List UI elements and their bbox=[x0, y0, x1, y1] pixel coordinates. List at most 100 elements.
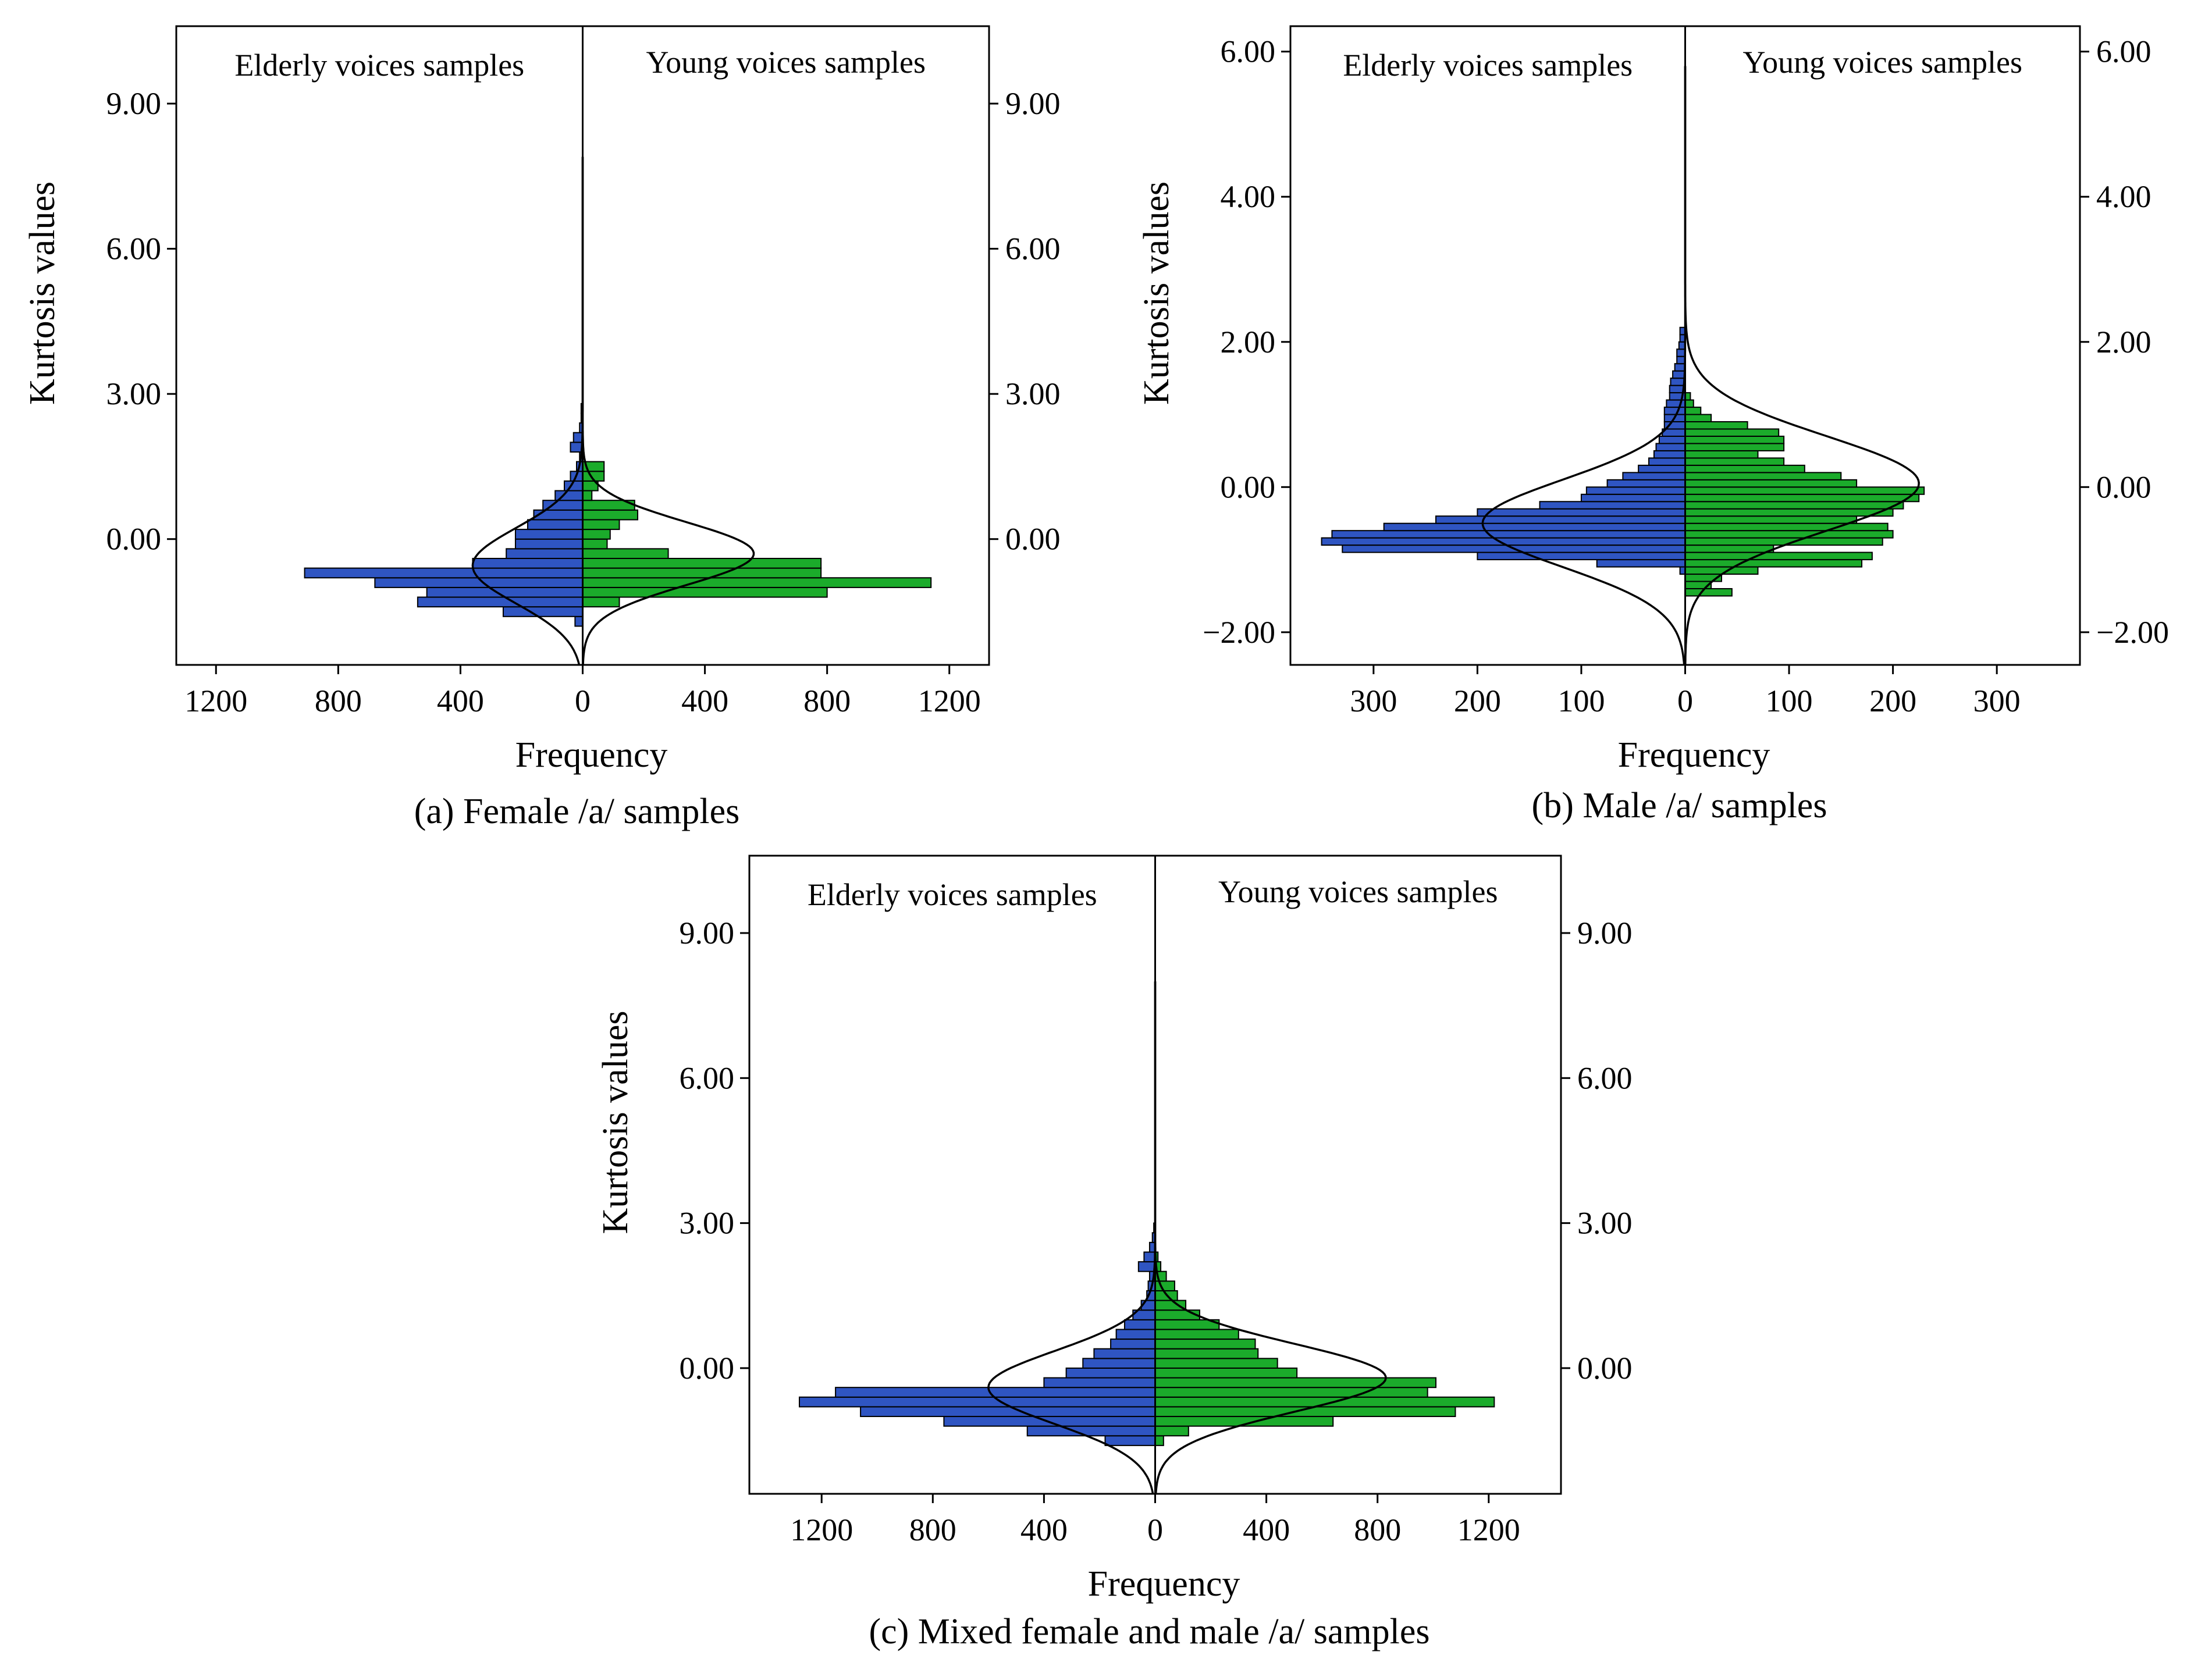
elderly-bar bbox=[1383, 522, 1686, 532]
young-bar bbox=[1684, 472, 1842, 480]
young-bar bbox=[1684, 428, 1780, 437]
y-tick-label-left: 0.00 bbox=[680, 1351, 735, 1386]
elderly-bar bbox=[1676, 355, 1686, 365]
elderly-bar bbox=[1123, 1319, 1156, 1330]
elderly-bar bbox=[1043, 1377, 1156, 1389]
young-bar bbox=[1154, 1348, 1259, 1359]
young-bar bbox=[582, 529, 611, 540]
young-side-label: Young voices samples bbox=[646, 45, 926, 80]
y-tick-label-left: 9.00 bbox=[106, 86, 162, 121]
young-side-label: Young voices samples bbox=[1218, 874, 1498, 909]
young-side-label: Young voices samples bbox=[1742, 45, 2022, 80]
x-tick-label: 0 bbox=[575, 684, 591, 718]
y-tick-label-right: 2.00 bbox=[2096, 325, 2151, 359]
young-bar bbox=[1684, 457, 1785, 466]
x-tick-label: 300 bbox=[1973, 684, 2021, 718]
young-bar bbox=[582, 596, 620, 608]
young-bar bbox=[1684, 399, 1694, 408]
x-axis-label: Frequency bbox=[1088, 1564, 1240, 1604]
y-tick-label-right: −2.00 bbox=[2096, 615, 2169, 650]
young-bar bbox=[1684, 479, 1858, 488]
elderly-bar bbox=[1596, 559, 1686, 568]
young-bar bbox=[1154, 1280, 1175, 1291]
y-tick-label-left: 6.00 bbox=[1221, 34, 1276, 69]
x-tick-label: 200 bbox=[1454, 684, 1501, 718]
panel-caption: (b) Male /a/ samples bbox=[1532, 786, 1827, 825]
y-tick-label-left: 3.00 bbox=[680, 1206, 735, 1241]
elderly-bar bbox=[1539, 501, 1686, 510]
elderly-bar bbox=[514, 538, 584, 550]
y-tick-label-left: 2.00 bbox=[1221, 325, 1276, 359]
x-tick-label: 1200 bbox=[184, 684, 247, 718]
young-bar bbox=[1154, 1367, 1298, 1379]
y-tick-label-left: 3.00 bbox=[106, 376, 162, 411]
elderly-bar bbox=[1082, 1358, 1156, 1369]
x-axis-label: Frequency bbox=[515, 735, 668, 775]
young-bar bbox=[1154, 1300, 1187, 1311]
elderly-bar bbox=[426, 586, 584, 598]
elderly-bar bbox=[1065, 1367, 1156, 1379]
young-bar bbox=[1684, 508, 1894, 517]
y-axis-label: Kurtosis values bbox=[596, 1010, 635, 1234]
x-tick-label: 0 bbox=[1677, 684, 1693, 718]
x-tick-label: 400 bbox=[437, 684, 484, 718]
elderly-bar bbox=[1435, 515, 1686, 524]
elderly-bar bbox=[1622, 472, 1686, 480]
elderly-bar bbox=[1672, 370, 1686, 379]
elderly-bar bbox=[1143, 1251, 1156, 1263]
elderly-bar bbox=[1648, 457, 1686, 466]
young-bar bbox=[1154, 1339, 1256, 1350]
panel-caption: (a) Female /a/ samples bbox=[414, 792, 740, 831]
x-tick-label: 300 bbox=[1350, 684, 1397, 718]
young-bar bbox=[1684, 501, 1904, 510]
panel-c: 0.00 0.00 3.00 3.00 6.00 6.00 9.00 9.00 1200 800 4… bbox=[596, 855, 1633, 1651]
young-bar bbox=[582, 490, 593, 501]
x-tick-label: 400 bbox=[1243, 1512, 1290, 1547]
elderly-bar bbox=[1580, 493, 1686, 503]
elderly-bar bbox=[860, 1406, 1156, 1418]
y-tick-label-left: 4.00 bbox=[1221, 179, 1276, 214]
x-tick-label: 800 bbox=[1354, 1512, 1401, 1547]
elderly-bar bbox=[1666, 399, 1686, 408]
panel-caption: (c) Mixed female and male /a/ samples bbox=[869, 1612, 1429, 1651]
x-tick-label: 800 bbox=[315, 684, 362, 718]
elderly-bar bbox=[835, 1387, 1156, 1398]
elderly-normal-curve bbox=[1481, 66, 1687, 665]
young-bar bbox=[1154, 1309, 1200, 1320]
elderly-bar bbox=[798, 1396, 1156, 1408]
young-bar bbox=[1684, 443, 1785, 451]
elderly-bar bbox=[1655, 443, 1686, 451]
x-tick-label: 400 bbox=[681, 684, 728, 718]
elderly-side-label: Elderly voices samples bbox=[808, 877, 1097, 912]
x-tick-label: 800 bbox=[803, 684, 851, 718]
elderly-bar bbox=[1674, 363, 1686, 372]
young-normal-curve bbox=[1154, 981, 1387, 1494]
y-tick-label-left: 6.00 bbox=[680, 1060, 735, 1095]
y-tick-label-right: 6.00 bbox=[1577, 1060, 1633, 1095]
young-bar bbox=[1684, 464, 1805, 474]
elderly-bar bbox=[1653, 450, 1686, 459]
elderly-side-label: Elderly voices samples bbox=[1343, 48, 1633, 83]
young-bar bbox=[1684, 522, 1889, 532]
elderly-bar bbox=[1638, 464, 1686, 474]
young-bar bbox=[1154, 1435, 1164, 1446]
y-tick-label-left: 0.00 bbox=[106, 522, 162, 557]
elderly-bar bbox=[527, 519, 584, 531]
elderly-bar bbox=[1104, 1435, 1156, 1446]
young-bar bbox=[1684, 515, 1858, 524]
young-bar bbox=[1684, 566, 1759, 575]
young-normal-curve bbox=[1684, 66, 1920, 665]
x-tick-label: 800 bbox=[909, 1512, 956, 1547]
y-axis-label: Kurtosis values bbox=[1137, 181, 1176, 405]
young-bar bbox=[1684, 544, 1774, 553]
y-axis-label: Kurtosis values bbox=[23, 181, 62, 405]
elderly-bar bbox=[1477, 551, 1686, 561]
elderly-bar bbox=[533, 509, 584, 521]
elderly-side-label: Elderly voices samples bbox=[234, 48, 524, 83]
young-bar bbox=[1154, 1358, 1278, 1369]
elderly-bar bbox=[1026, 1425, 1156, 1437]
elderly-bar bbox=[304, 567, 584, 579]
y-tick-label-left: −2.00 bbox=[1203, 615, 1275, 650]
x-tick-label: 400 bbox=[1020, 1512, 1068, 1547]
